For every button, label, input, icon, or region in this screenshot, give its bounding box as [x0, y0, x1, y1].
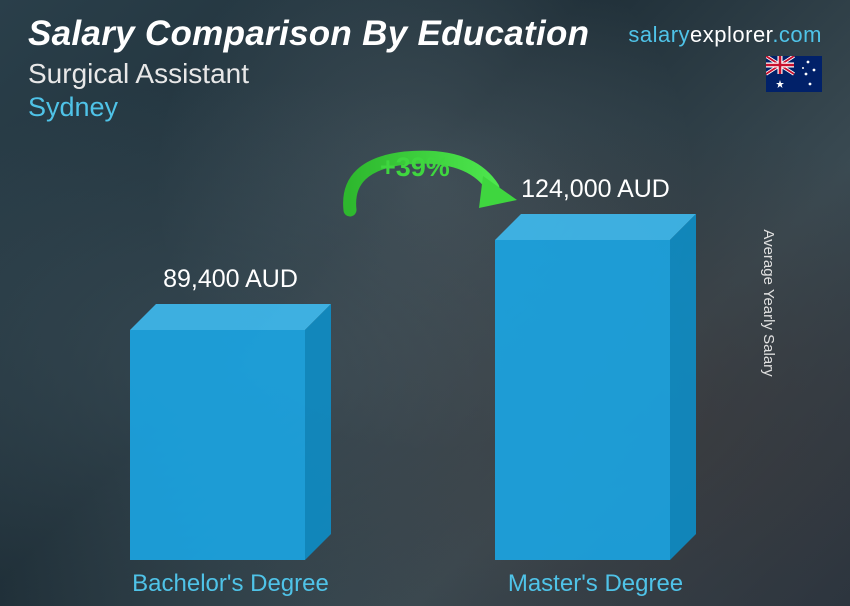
- bar-front-face: [495, 240, 670, 560]
- bar-value: 124,000 AUD: [495, 175, 696, 204]
- bar-bachelors: 89,400 AUD Bachelor's Degree: [130, 304, 331, 560]
- bars-area: 89,400 AUD Bachelor's Degree 124,000 AUD…: [0, 176, 850, 606]
- brand-part-c: .com: [772, 22, 822, 47]
- bar-label: Master's Degree: [475, 570, 716, 598]
- bar-side-face: [670, 214, 696, 560]
- salary-comparison-chart: Salary Comparison By Education Surgical …: [0, 0, 850, 606]
- chart-location: Sydney: [28, 92, 822, 123]
- brand-part-a: salary: [628, 22, 690, 47]
- bar-front-face: [130, 330, 305, 560]
- bar-top-face: [130, 304, 331, 330]
- bar-top-face: [495, 214, 696, 240]
- bar-masters: 124,000 AUD Master's Degree: [495, 214, 696, 560]
- chart-subtitle: Surgical Assistant: [28, 58, 822, 90]
- bar-side-face: [305, 304, 331, 560]
- bar-value: 89,400 AUD: [130, 265, 331, 294]
- brand-part-b: explorer: [690, 22, 772, 47]
- brand-label: salaryexplorer.com: [628, 22, 822, 48]
- bar-label: Bachelor's Degree: [110, 570, 351, 598]
- country-flag-icon: [766, 56, 822, 92]
